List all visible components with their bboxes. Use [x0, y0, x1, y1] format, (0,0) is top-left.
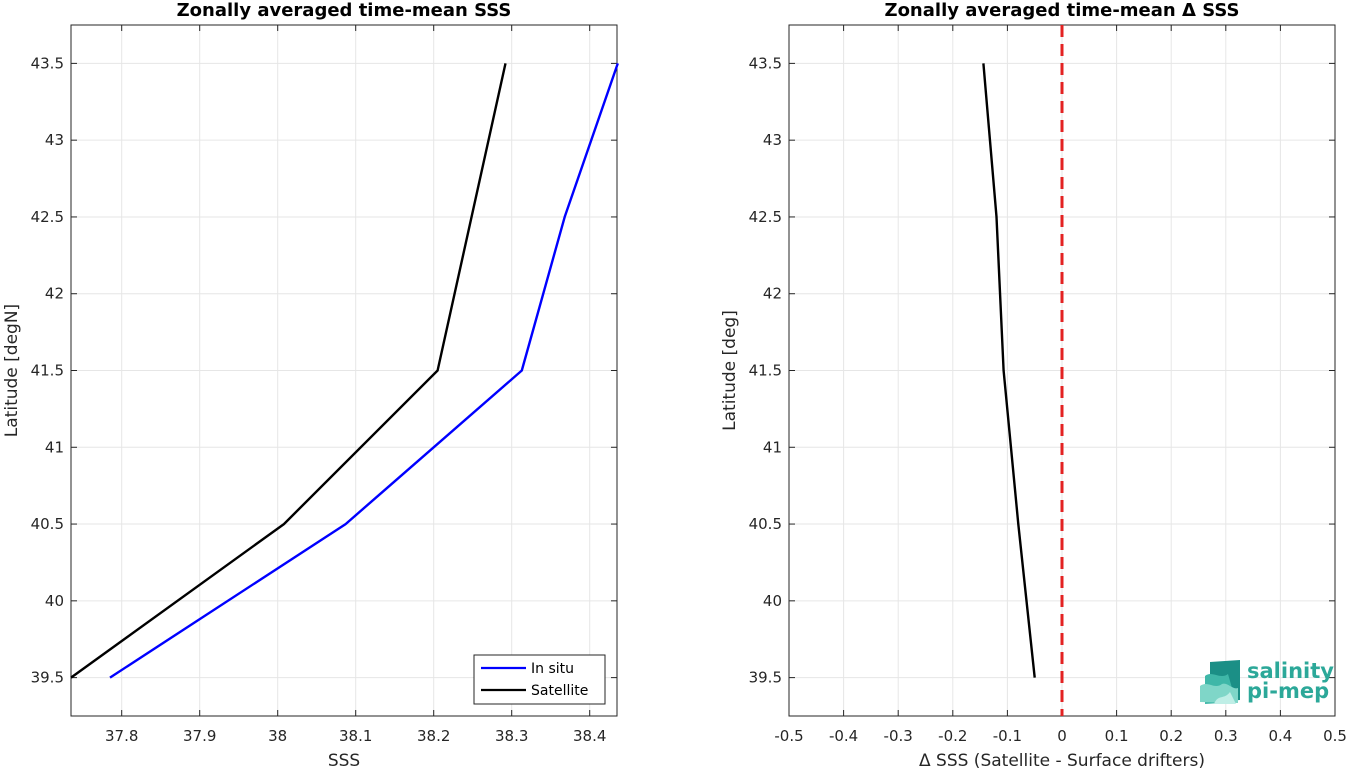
delta-sss-x-axis-label: Δ SSS (Satellite - Surface drifters) — [919, 751, 1205, 769]
delta-sss-x-tick-label: 0.1 — [1105, 727, 1129, 745]
legend-box — [473, 654, 606, 705]
sss-y-tick-label: 41.5 — [31, 362, 64, 380]
delta-sss-y-tick-label: 41.5 — [749, 362, 782, 380]
logo-text-salinity: salinity — [1247, 659, 1334, 683]
sss-x-tick-label: 38.4 — [573, 727, 606, 745]
sss-y-tick-label: 41 — [45, 438, 64, 456]
sss-x-tick-label: 37.9 — [183, 727, 216, 745]
sss-y-tick-label: 39.5 — [31, 669, 64, 687]
sss-y-tick-label: 42 — [45, 285, 64, 303]
sss-series-line-satellite — [70, 63, 507, 679]
delta-sss-x-tick-label: 0.4 — [1268, 727, 1292, 745]
logo-text-pi-mep: pi-mep — [1247, 679, 1329, 703]
delta-sss-series — [982, 63, 1036, 678]
sss-y-tick-label: 40.5 — [31, 515, 64, 533]
delta-sss-x-tick-label: -0.5 — [774, 727, 803, 745]
sss-legend: In situ Satellite — [473, 654, 606, 705]
sss-y-tick-label: 42.5 — [31, 208, 64, 226]
delta-sss-y-tick-label: 41 — [763, 438, 782, 456]
delta-sss-panel: -0.5 -0.4 -0.3 -0.2 -0.1 0 0.1 0.2 0.3 0.4 0.5 39.5… — [720, 0, 1347, 769]
delta-sss-x-tick-label: 0.3 — [1214, 727, 1238, 745]
sss-ticks: 37.8 37.9 38 38.1 38.2 38.3 38.4 39.5 40 40.5 41 41… — [31, 25, 617, 745]
delta-sss-y-tick-label: 40 — [763, 592, 782, 610]
delta-sss-x-tick-label: -0.3 — [884, 727, 913, 745]
legend-label-satellite: Satellite — [531, 683, 588, 699]
delta-sss-ticks: -0.5 -0.4 -0.3 -0.2 -0.1 0 0.1 0.2 0.3 0.4 0.5 39.5… — [749, 25, 1347, 745]
sss-series — [70, 63, 619, 679]
delta-sss-x-tick-label: 0 — [1057, 727, 1067, 745]
sss-grid — [71, 25, 617, 716]
sss-panel: 37.8 37.9 38 38.1 38.2 38.3 38.4 39.5 40 40.5 41 41… — [2, 0, 619, 769]
sss-y-tick-label: 43.5 — [31, 54, 64, 72]
delta-sss-y-tick-label: 39.5 — [749, 669, 782, 687]
delta-sss-y-tick-label: 40.5 — [749, 515, 782, 533]
sss-y-tick-label: 40 — [45, 592, 64, 610]
sss-x-tick-label: 38.2 — [417, 727, 450, 745]
salinity-pi-mep-logo: salinity pi-mep — [1200, 659, 1334, 704]
sss-series-line-in-situ — [109, 63, 619, 679]
sss-chart-title: Zonally averaged time-mean SSS — [177, 0, 512, 21]
delta-sss-x-tick-label: -0.2 — [938, 727, 967, 745]
legend-label-insitu: In situ — [531, 661, 574, 677]
delta-sss-y-tick-label: 42.5 — [749, 208, 782, 226]
sss-y-tick-label: 43 — [45, 131, 64, 149]
sss-x-tick-label: 38.1 — [339, 727, 372, 745]
delta-sss-x-tick-label: -0.4 — [829, 727, 858, 745]
delta-sss-x-tick-label: -0.1 — [993, 727, 1022, 745]
sss-x-tick-label: 38 — [268, 727, 287, 745]
sss-x-axis-label: SSS — [328, 751, 360, 769]
delta-sss-x-tick-label: 0.2 — [1159, 727, 1183, 745]
delta-sss-y-tick-label: 43 — [763, 131, 782, 149]
delta-sss-series-line-series-0 — [982, 63, 1036, 678]
delta-sss-x-tick-label: 0.5 — [1323, 727, 1347, 745]
sss-x-tick-label: 37.8 — [105, 727, 138, 745]
sss-x-tick-label: 38.3 — [495, 727, 528, 745]
delta-sss-y-tick-label: 43.5 — [749, 54, 782, 72]
delta-sss-y-tick-label: 42 — [763, 285, 782, 303]
sss-y-axis-label: Latitude [degN] — [2, 304, 22, 437]
salinity-wave-logo-icon — [1200, 660, 1240, 704]
delta-sss-y-axis-label: Latitude [deg] — [720, 310, 740, 431]
delta-sss-chart-title: Zonally averaged time-mean Δ SSS — [885, 0, 1240, 21]
